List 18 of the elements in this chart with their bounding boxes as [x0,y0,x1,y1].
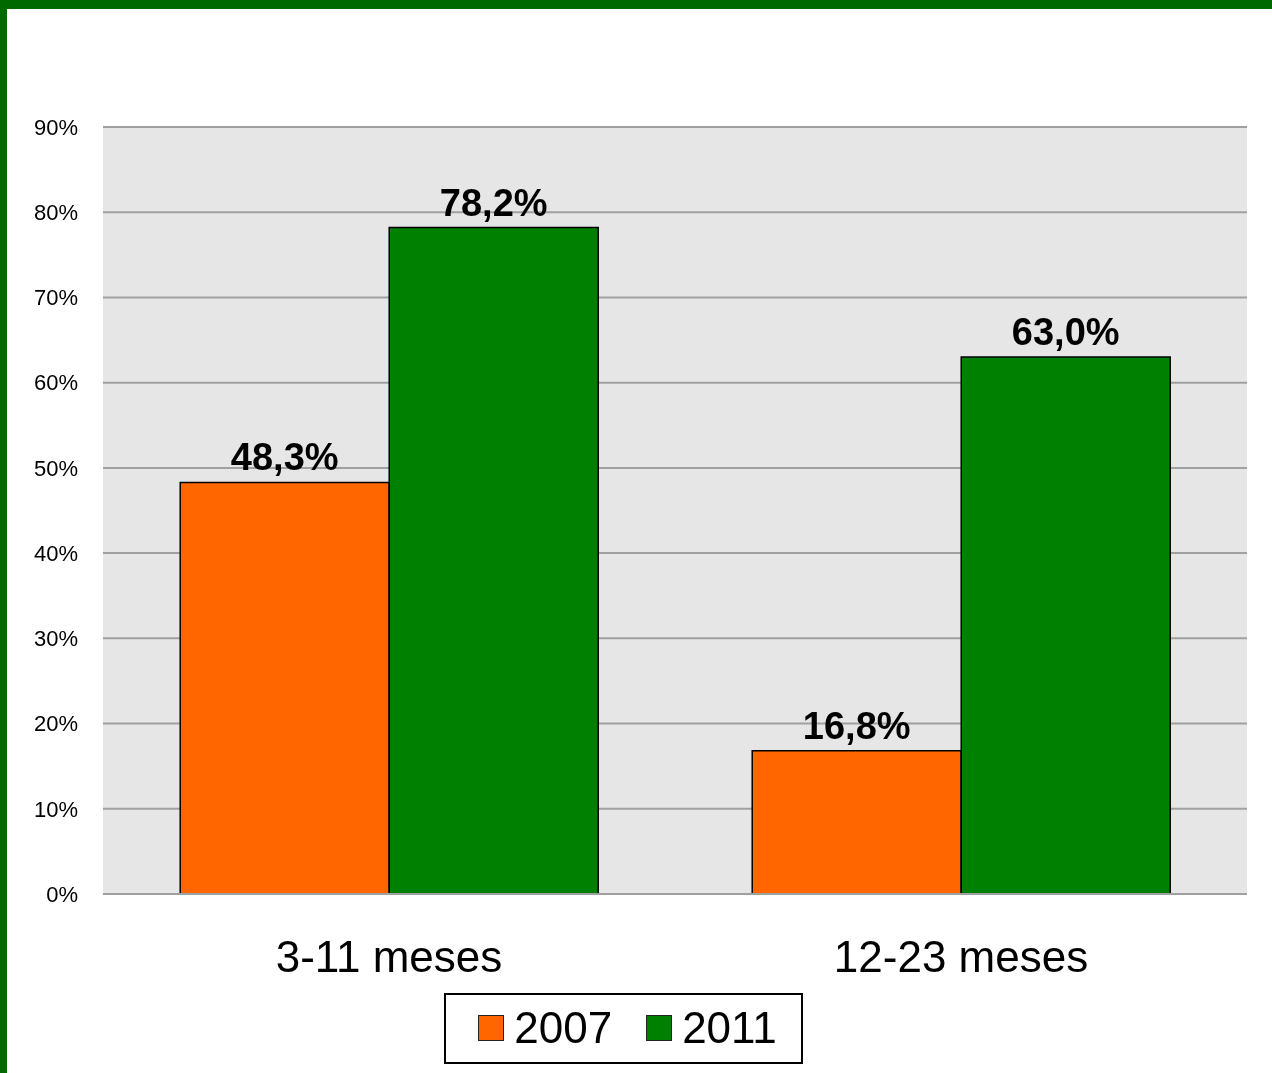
y-tick-label: 50% [33,455,78,481]
x-tick-label: 12-23 meses [833,932,1089,981]
data-label: 63,0% [1011,311,1120,354]
y-tick-label: 20% [33,711,78,737]
data-label: 78,2% [439,181,548,224]
legend-label: 2011 [682,1002,777,1054]
y-tick-label: 0% [46,881,78,907]
y-tick-label: 60% [33,370,78,396]
y-tick-label: 10% [33,796,78,822]
x-tick-label: 3-11 meses [275,932,503,981]
y-tick-label: 90% [33,114,78,140]
data-label: 48,3% [230,436,339,479]
y-tick-label: 30% [33,626,78,652]
y-tick-label: 40% [33,540,78,566]
y-tick-label: 70% [33,285,78,311]
data-label: 16,8% [802,704,911,747]
legend-label: 2007 [514,1002,613,1054]
y-tick-label: 80% [33,200,78,226]
